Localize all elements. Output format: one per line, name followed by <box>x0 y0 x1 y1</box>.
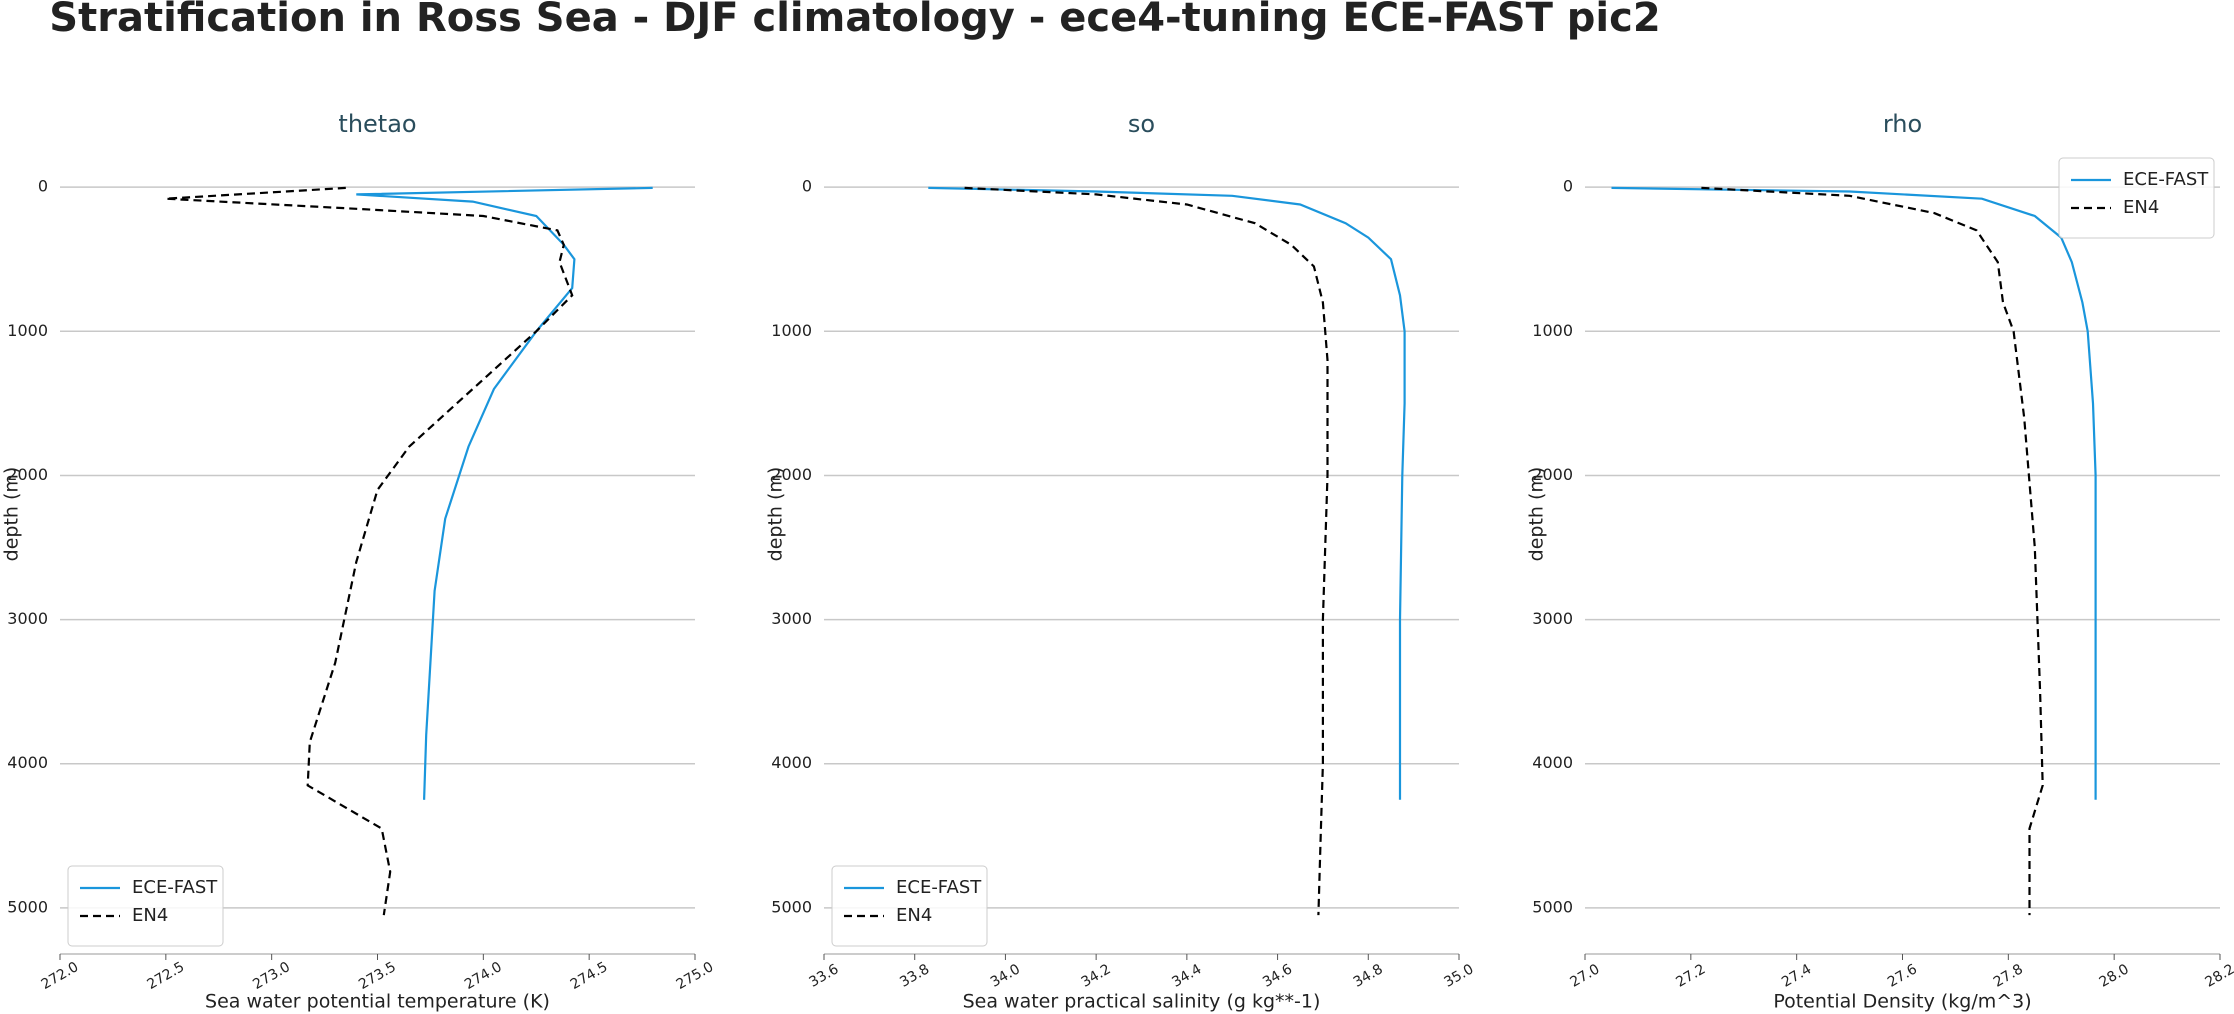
y-tick-label: 5000 <box>771 897 812 916</box>
x-tick-label: 272.0 <box>39 959 82 993</box>
x-tick-label: 272.5 <box>144 959 187 993</box>
figure-title: Stratification in Ross Sea - DJF climato… <box>49 0 1660 41</box>
x-tick-label: 274.5 <box>568 959 611 993</box>
x-tick-label: 275.0 <box>674 959 717 993</box>
x-tick-label: 28.2 <box>2203 961 2234 990</box>
x-tick-label: 33.8 <box>897 961 932 990</box>
profile-line <box>928 186 1406 800</box>
y-tick-label: 3000 <box>7 609 48 628</box>
x-tick-label: 273.5 <box>356 959 399 993</box>
y-tick-label: 2000 <box>1532 465 1573 484</box>
legend-label: EN4 <box>2123 197 2159 218</box>
legend-box <box>2058 157 2215 239</box>
x-axis-label: Sea water practical salinity (g kg**-1) <box>963 991 1321 1013</box>
y-tick-label: 0 <box>802 177 812 196</box>
x-axis-label: Potential Density (kg/m^3) <box>1773 991 2031 1013</box>
x-tick-label: 27.2 <box>1673 961 1708 990</box>
y-tick-label: 0 <box>1563 177 1573 196</box>
profile-line <box>356 186 653 800</box>
x-tick-label: 34.2 <box>1079 961 1114 990</box>
y-tick-label: 4000 <box>7 753 48 772</box>
legend-box <box>831 865 988 947</box>
y-tick-label: 3000 <box>1532 609 1573 628</box>
x-tick-label: 27.6 <box>1885 961 1920 990</box>
x-tick-label: 27.0 <box>1568 961 1603 990</box>
y-axis-label: depth (m) <box>1 467 23 562</box>
x-tick-label: 33.6 <box>807 961 842 990</box>
y-tick-label: 5000 <box>1532 897 1573 916</box>
x-tick-label: 27.4 <box>1779 961 1814 990</box>
y-tick-label: 1000 <box>771 321 812 340</box>
panel-title: thetao <box>338 110 416 138</box>
x-tick-label: 274.0 <box>462 959 505 993</box>
legend-box <box>67 865 224 947</box>
profile-line <box>1611 186 2097 800</box>
y-axis-label: depth (m) <box>1526 467 1548 562</box>
x-axis-label: Sea water potential temperature (K) <box>205 991 550 1013</box>
y-tick-label: 0 <box>38 177 48 196</box>
legend-label: ECE-FAST <box>896 877 982 898</box>
x-tick-label: 34.0 <box>988 961 1023 990</box>
y-tick-label: 5000 <box>7 897 48 916</box>
legend-label: ECE-FAST <box>132 877 218 898</box>
y-tick-label: 1000 <box>7 321 48 340</box>
panel-title: so <box>1128 110 1155 138</box>
legend-label: ECE-FAST <box>2123 169 2209 190</box>
panel-title: rho <box>1883 110 1922 138</box>
profile-line <box>964 186 1329 916</box>
x-tick-label: 34.4 <box>1169 961 1204 990</box>
y-tick-label: 3000 <box>771 609 812 628</box>
x-tick-label: 35.0 <box>1442 961 1477 990</box>
profile-line <box>165 186 574 916</box>
legend-label: EN4 <box>896 905 932 926</box>
x-tick-label: 28.0 <box>2097 961 2132 990</box>
y-tick-label: 4000 <box>1532 753 1573 772</box>
x-tick-label: 34.8 <box>1351 961 1386 990</box>
y-tick-label: 1000 <box>1532 321 1573 340</box>
y-tick-label: 2000 <box>771 465 812 484</box>
y-axis-label: depth (m) <box>765 467 787 562</box>
x-tick-label: 273.0 <box>250 959 293 993</box>
y-tick-label: 4000 <box>771 753 812 772</box>
y-tick-label: 2000 <box>7 465 48 484</box>
profile-line <box>1701 186 2044 916</box>
legend-label: EN4 <box>132 905 168 926</box>
x-tick-label: 27.8 <box>1991 961 2026 990</box>
x-tick-label: 34.6 <box>1260 961 1295 990</box>
